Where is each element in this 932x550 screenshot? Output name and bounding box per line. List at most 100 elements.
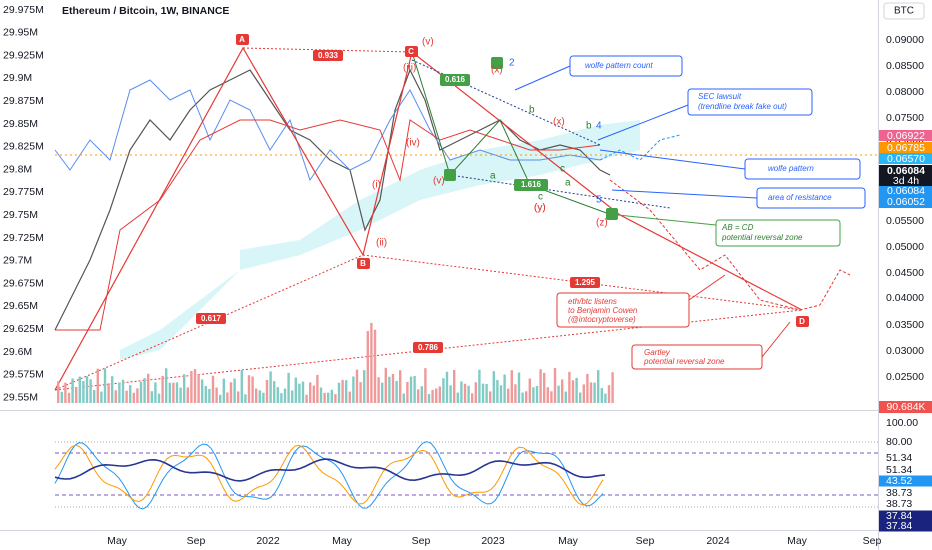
volume-bar bbox=[244, 394, 247, 403]
volume-bar bbox=[147, 373, 150, 403]
volume-bar bbox=[323, 392, 326, 403]
volume-bar bbox=[78, 376, 81, 403]
volume-bar bbox=[298, 383, 301, 403]
volume-bar bbox=[89, 379, 92, 403]
volume-bar bbox=[510, 370, 513, 403]
volume-bar bbox=[517, 372, 521, 403]
volume-bar bbox=[575, 377, 578, 403]
volume-bar bbox=[125, 390, 128, 403]
osc-badge bbox=[879, 475, 932, 487]
wave-label: (iii) bbox=[403, 63, 416, 74]
time-axis-label: May bbox=[787, 535, 808, 547]
time-axis-label: Sep bbox=[636, 535, 655, 547]
volume-bar bbox=[85, 376, 89, 403]
volume-bar bbox=[327, 392, 330, 403]
oscillator-line bbox=[54, 444, 604, 506]
point-marker bbox=[236, 34, 249, 45]
volume-bar bbox=[532, 387, 535, 403]
wave-label: (v) bbox=[422, 37, 434, 48]
volume-bar bbox=[352, 376, 355, 403]
volume-bar bbox=[276, 387, 279, 403]
badge bbox=[879, 197, 932, 208]
osc-axis-label: 38.73 bbox=[886, 498, 912, 510]
point-label: A bbox=[239, 35, 245, 44]
volume-bar bbox=[406, 381, 409, 403]
osc-axis-label: 43.52 bbox=[886, 475, 912, 487]
ratio-box bbox=[570, 277, 600, 288]
volume-bar bbox=[57, 381, 60, 403]
volume-bar bbox=[546, 387, 549, 403]
volume-bar bbox=[96, 368, 99, 403]
currency-button[interactable] bbox=[883, 2, 925, 20]
volume-bar bbox=[607, 385, 611, 403]
volume-bar bbox=[453, 369, 456, 403]
wave-label: (i) bbox=[372, 180, 381, 191]
volume-bar bbox=[219, 394, 222, 403]
volume-bar bbox=[431, 389, 434, 403]
osc-axis: 100.0080.0051.3451.3443.5238.7338.7337.8… bbox=[879, 417, 932, 532]
volume-bar bbox=[579, 392, 582, 403]
volume-bar bbox=[514, 384, 517, 403]
time-axis-label: 2023 bbox=[481, 535, 505, 547]
point-marker bbox=[606, 208, 618, 220]
left-axis-label: 29.825M bbox=[3, 141, 44, 153]
badge bbox=[879, 401, 932, 413]
volume-bar bbox=[438, 386, 441, 403]
volume-bar bbox=[463, 383, 467, 403]
point-marker bbox=[491, 57, 503, 69]
badge bbox=[879, 142, 932, 153]
volume-bar bbox=[373, 329, 377, 403]
volume-bar bbox=[183, 374, 186, 403]
osc-axis-label: 51.34 bbox=[886, 464, 912, 476]
volume-bar bbox=[316, 374, 319, 403]
volume-bar bbox=[330, 389, 333, 403]
left-axis-label: 29.75M bbox=[3, 209, 38, 221]
volume-bar bbox=[287, 372, 290, 403]
volume-bar bbox=[139, 381, 143, 403]
volume-bar bbox=[535, 386, 539, 403]
volume-bar bbox=[539, 369, 542, 403]
ratio-box bbox=[440, 74, 470, 86]
volume-bar bbox=[93, 390, 96, 403]
right-axis-label: 0.03000 bbox=[886, 345, 924, 357]
volume-bar bbox=[391, 373, 395, 403]
point-marker bbox=[405, 46, 418, 57]
volume-bar bbox=[557, 385, 560, 403]
volume-bar bbox=[204, 385, 207, 403]
right-axis-label: 0.09000 bbox=[886, 34, 924, 46]
note-pointer bbox=[688, 274, 726, 301]
volume-bar bbox=[499, 385, 503, 403]
badge-label: 0.06785 bbox=[887, 142, 925, 154]
volume-bar bbox=[75, 387, 78, 403]
volume-bar bbox=[568, 371, 571, 403]
volume-label: 90.684K bbox=[886, 401, 925, 413]
volume-bar bbox=[301, 381, 305, 403]
note: (@intocryptoverse) bbox=[568, 315, 636, 324]
point-label: B bbox=[360, 259, 366, 268]
note-pointer bbox=[761, 321, 791, 358]
left-axis-label: 29.775M bbox=[3, 186, 44, 198]
volume-bar bbox=[107, 383, 110, 403]
volume-bar bbox=[211, 375, 215, 403]
abcd-pattern bbox=[411, 51, 613, 216]
volume-bar bbox=[427, 394, 431, 403]
osc-axis-label: 100.00 bbox=[886, 417, 918, 429]
volume-bar bbox=[395, 380, 398, 403]
currency[interactable]: BTC bbox=[894, 6, 914, 17]
right-axis-label: 0.03500 bbox=[886, 319, 924, 331]
badge-label: 0.06052 bbox=[887, 196, 925, 208]
right-axis-label: 0.05000 bbox=[886, 241, 924, 253]
note: AB = CD bbox=[721, 223, 754, 232]
volume-bar bbox=[157, 393, 161, 403]
volume-bar bbox=[417, 389, 420, 403]
time-axis-label: 2024 bbox=[706, 535, 730, 547]
volume-bar bbox=[258, 390, 261, 403]
volume-bar bbox=[363, 370, 366, 403]
right-axis-label: 0.02500 bbox=[886, 371, 924, 383]
left-axis-label: 29.55M bbox=[3, 391, 38, 403]
osc-badge bbox=[879, 510, 932, 522]
divider bbox=[0, 410, 878, 411]
volume-bar bbox=[460, 381, 463, 403]
volume-bar bbox=[442, 378, 445, 403]
note-pointer bbox=[514, 65, 571, 91]
